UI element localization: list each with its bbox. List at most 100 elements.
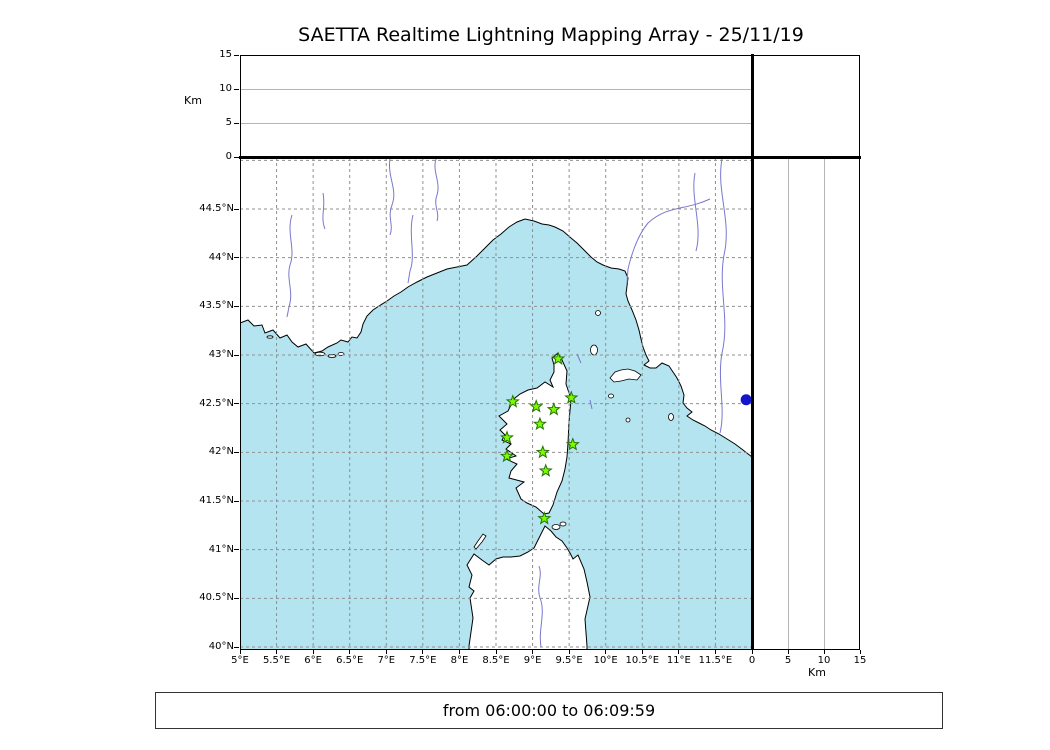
river	[388, 158, 395, 236]
event-markers	[740, 394, 752, 406]
lon-tick	[568, 650, 570, 654]
altitude-tick-label: 5	[784, 655, 792, 666]
lon-tick-label: 11.5°E	[698, 655, 733, 666]
lat-tick-label: 44.5°N	[199, 203, 234, 214]
island-montecristo	[625, 417, 631, 423]
chart-title: SAETTA Realtime Lightning Mapping Array …	[298, 24, 804, 46]
altitude-gridline	[241, 123, 751, 124]
river	[286, 214, 293, 318]
island-hyeres-1	[314, 351, 326, 357]
altitude-axis-label-top: Km	[184, 94, 202, 107]
altitude-gridline	[824, 158, 825, 649]
altitude-tick-label: 5	[225, 117, 232, 128]
altitude-gridline	[241, 89, 751, 90]
island-gorgona	[595, 310, 601, 316]
lat-tick	[234, 305, 239, 307]
lon-tick-label: 7.5°E	[409, 655, 437, 666]
lma-station-marker	[538, 463, 553, 477]
lon-tick	[276, 650, 278, 654]
lon-tick	[678, 650, 680, 654]
altitude-tick-label: 0	[225, 151, 232, 162]
lon-tick	[422, 650, 424, 654]
lon-tick	[641, 650, 643, 654]
altitude-tick-label: 0	[748, 655, 756, 666]
lon-tick-label: 5°E	[231, 655, 249, 666]
lat-tick-label: 41°N	[208, 543, 234, 555]
altitude-latitude-panel	[752, 157, 860, 650]
altitude-longitude-panel	[240, 55, 752, 157]
france-italy-coastline	[240, 157, 752, 458]
lon-tick	[495, 650, 497, 654]
lon-tick-label: 5.5°E	[262, 655, 291, 666]
lat-tick	[234, 646, 239, 648]
lon-tick-label: 10°E	[593, 655, 618, 666]
lat-tick-label: 42°N	[208, 446, 234, 458]
map-gridlines	[240, 157, 752, 650]
altitude-tick-label: 10	[817, 655, 831, 666]
lon-tick	[385, 650, 387, 654]
lon-tick-label: 8°E	[450, 655, 469, 666]
landmasses	[240, 157, 752, 650]
lma-station-marker	[535, 444, 550, 459]
altitude-tick-label: 10	[219, 83, 232, 94]
altitude-tick	[234, 54, 239, 56]
altitude-tick	[234, 88, 239, 90]
lat-tick-label: 40.5°N	[199, 592, 234, 604]
lon-tick-label: 9.5°E	[555, 655, 583, 666]
lightning-event-dot	[740, 394, 752, 406]
lma-station-marker	[532, 416, 547, 431]
lma-station-marker	[529, 399, 544, 413]
lon-tick	[239, 650, 241, 654]
lat-tick	[234, 451, 239, 453]
corsica-coastline	[498, 352, 572, 515]
altitude-histogram-panel	[752, 55, 860, 157]
lma-station-marker	[565, 437, 580, 451]
altitude-tick	[234, 122, 239, 124]
lon-tick-label: 6.5°E	[336, 655, 364, 666]
island-giglio	[668, 413, 674, 421]
island-maddalena-1	[551, 524, 561, 530]
altitude-tick	[859, 650, 861, 654]
lma-station-marker	[537, 511, 552, 525]
islands	[266, 310, 674, 550]
geographic-map	[240, 157, 752, 650]
island-capraia	[590, 344, 598, 356]
altitude-tick	[787, 650, 789, 654]
river	[322, 192, 326, 230]
island-riou	[266, 335, 274, 339]
river	[407, 214, 414, 284]
lon-tick	[532, 650, 534, 654]
lma-station-marker	[546, 402, 561, 416]
lat-tick-label: 42.5°N	[199, 397, 234, 409]
island-maddalena-2	[559, 521, 567, 527]
lma-station-marker	[499, 430, 515, 444]
lon-tick-label: 11°E	[666, 655, 691, 666]
lat-tick	[234, 500, 239, 502]
altitude-axis-label-right: Km	[808, 666, 826, 679]
lon-tick-label: 10.5°E	[625, 655, 660, 666]
station-markers	[499, 351, 580, 525]
lat-tick-label: 41.5°N	[199, 495, 234, 506]
river	[693, 172, 699, 252]
lma-station-marker	[564, 390, 579, 404]
lon-tick-label: 6°E	[304, 655, 322, 666]
lat-tick	[234, 403, 239, 405]
sardinia-coastline	[466, 525, 591, 650]
altitude-tick-label: 15	[219, 49, 232, 60]
lat-tick	[234, 208, 239, 210]
lma-station-marker	[551, 351, 566, 366]
lat-tick	[234, 257, 239, 259]
lon-tick	[312, 650, 314, 654]
lon-tick-label: 9°E	[523, 655, 542, 666]
lat-tick	[234, 549, 239, 551]
river	[626, 198, 711, 284]
panel-separator-horizontal	[239, 155, 861, 159]
island-elba	[609, 368, 642, 383]
river	[589, 399, 593, 410]
lat-tick-label: 40°N	[208, 641, 234, 652]
time-window-label: from 06:00:00 to 06:09:59	[442, 701, 656, 720]
river	[719, 158, 727, 434]
lma-station-marker	[499, 448, 515, 463]
island-asinara	[473, 533, 487, 550]
